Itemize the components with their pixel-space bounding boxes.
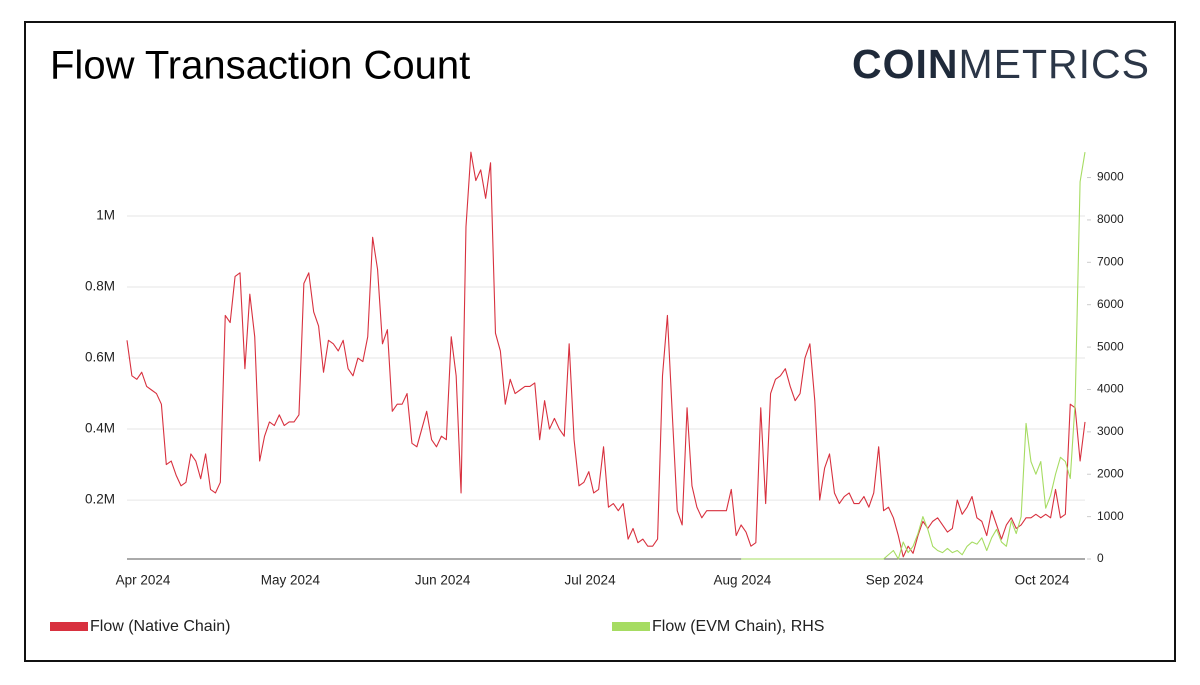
y2-tick-label: 6000 [1097,297,1124,311]
y2-tick-label: 4000 [1097,382,1124,396]
y-tick-label: 0.8M [85,279,115,294]
legend-label: Flow (EVM Chain), RHS [652,618,824,635]
y2-tick-label: 5000 [1097,339,1124,353]
legend-label: Flow (Native Chain) [90,618,230,635]
x-tick-label: Sep 2024 [866,573,924,588]
logo-light: METRICS [959,41,1151,87]
watermark [978,443,992,521]
legend-swatch [612,622,650,631]
chart-title: Flow Transaction Count [50,44,470,88]
y2-tick-label: 1000 [1097,509,1124,523]
series-line [126,151,1086,558]
x-tick-label: Jun 2024 [415,573,471,588]
y-tick-label: 0.4M [85,421,115,436]
x-tick-label: May 2024 [261,573,321,588]
y-tick-label: 0.2M [85,492,115,507]
y2-tick-label: 8000 [1097,212,1124,226]
x-tick-label: Apr 2024 [116,573,171,588]
y-tick-label: 0.6M [85,350,115,365]
x-tick-label: Oct 2024 [1015,573,1070,588]
x-tick-label: Jul 2024 [565,573,617,588]
frame [24,21,1176,662]
x-tick-label: Aug 2024 [713,573,771,588]
y2-tick-label: 0 [1097,551,1104,565]
series-line [741,152,1086,560]
y-tick-label: 1M [96,208,115,223]
logo-bold: COIN [852,41,959,87]
y2-tick-label: 2000 [1097,466,1124,480]
y2-tick-label: 3000 [1097,424,1124,438]
y2-tick-label: 9000 [1097,170,1124,184]
y2-tick-label: 7000 [1097,254,1124,268]
legend-swatch [50,622,88,631]
logo: COINMETRICS [852,41,1150,87]
